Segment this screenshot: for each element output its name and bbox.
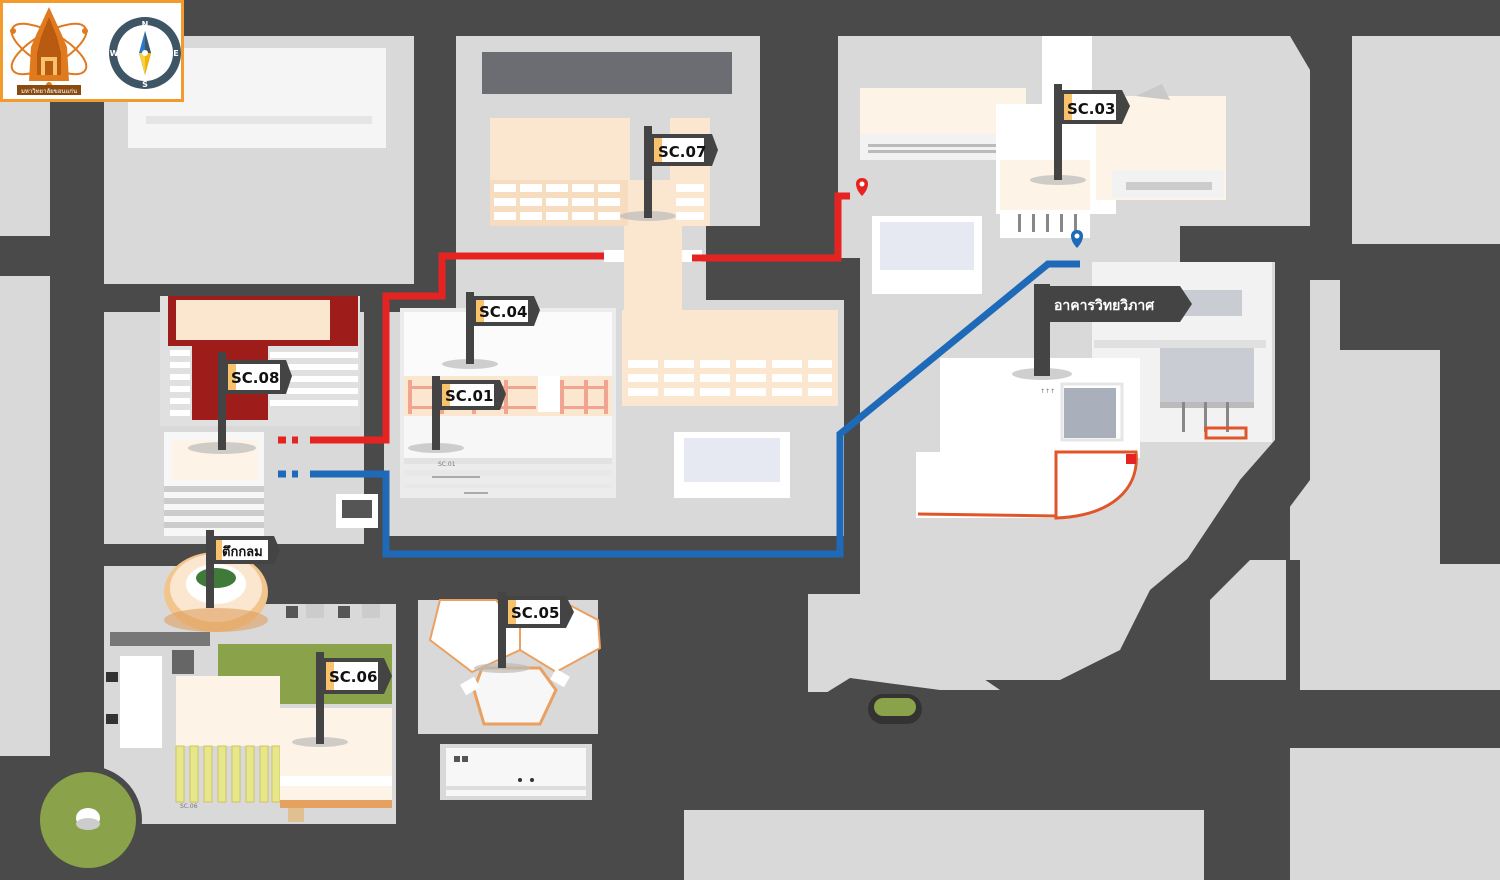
- flag-sc05-label: SC.05: [511, 604, 559, 622]
- road-southwest-horizontal: [104, 826, 684, 880]
- road-east-vertical: [1310, 0, 1352, 280]
- road-north-vertical-2: [760, 0, 838, 258]
- flag-sc05[interactable]: SC.05: [474, 592, 574, 673]
- road-north-vertical: [414, 0, 456, 312]
- road-southeast-vertical: [1204, 748, 1290, 880]
- compass-south: S: [142, 80, 148, 89]
- building-round[interactable]: [164, 552, 268, 632]
- road-center-vertical: [364, 312, 384, 544]
- benches: [286, 604, 380, 618]
- building-south-small[interactable]: [446, 748, 586, 796]
- flag-round-building-label: ตึกกลม: [222, 544, 263, 560]
- road-far-east-vertical: [1440, 244, 1500, 564]
- flag-sc06[interactable]: SC.06: [292, 652, 392, 747]
- building-small-white-center[interactable]: [674, 432, 790, 498]
- road-west-stub: [0, 236, 104, 276]
- flag-sc07-label: SC.07: [658, 143, 706, 161]
- block-far-east-bottom: [1290, 748, 1500, 880]
- block-west-top: [0, 86, 50, 236]
- road-south-stub: [598, 566, 808, 602]
- building-small-white-north[interactable]: [872, 216, 982, 294]
- route-red: [278, 192, 850, 444]
- flag-sc01-label: SC.01: [445, 387, 493, 405]
- logo-compass-panel: มหาวิทยาลัยขอนแก่น N S E W: [0, 0, 184, 102]
- flag-sc01[interactable]: SC.01: [408, 376, 506, 453]
- road-east-diagonal: [1160, 262, 1310, 692]
- red-location-marker[interactable]: [856, 178, 868, 196]
- university-name-plate: [17, 85, 81, 95]
- svg-text:↑↑↑: ↑↑↑: [1040, 388, 1055, 395]
- flag-sc03-label: SC.03: [1067, 100, 1115, 118]
- flag-sc03[interactable]: SC.03: [1030, 84, 1130, 185]
- building-sc03[interactable]: [860, 36, 1226, 238]
- road-south-horizontal: [598, 692, 1500, 748]
- road-south-vertical: [396, 566, 418, 880]
- sc06-sign-text: SC.06: [180, 803, 198, 810]
- compass-icon: N S E W: [109, 17, 181, 89]
- building-small-kiosk[interactable]: [336, 494, 378, 528]
- block-far-east-top: [1352, 36, 1500, 244]
- building-north-dark-roof[interactable]: [482, 52, 732, 94]
- oval-garden[interactable]: [868, 694, 922, 724]
- flag-sc06-label: SC.06: [329, 668, 377, 686]
- compass-north: N: [142, 20, 149, 29]
- logo-compass-graphic: มหาวิทยาลัยขอนแก่น N S E W: [10, 7, 181, 95]
- university-name: มหาวิทยาลัยขอนแก่น: [21, 88, 77, 95]
- flag-sc04-label: SC.04: [479, 303, 527, 321]
- flag-sc08-label: SC.08: [231, 369, 279, 387]
- flag-sc04[interactable]: SC.04: [442, 292, 540, 369]
- building-sc05[interactable]: [428, 598, 602, 726]
- compass-east: E: [173, 49, 178, 58]
- block-south-bottom: [684, 810, 1204, 880]
- roundabout[interactable]: [34, 766, 142, 874]
- route-blue: [278, 260, 1080, 558]
- road-west-vertical: [50, 86, 104, 880]
- flag-sc08[interactable]: SC.08: [188, 352, 292, 454]
- khon-kaen-university-seal-icon: [10, 7, 88, 88]
- sc01-sign-text: SC.01: [438, 461, 456, 468]
- road-east-lower: [1286, 560, 1300, 748]
- flag-round-building[interactable]: ตึกกลม: [206, 530, 280, 608]
- flag-wittayawiphat[interactable]: อาคารวิทยวิภาศ: [1012, 284, 1192, 380]
- flag-sc07[interactable]: SC.07: [620, 126, 718, 221]
- blue-location-marker[interactable]: [1071, 230, 1083, 248]
- block-west-mid: [0, 276, 50, 756]
- compass-west: W: [110, 49, 119, 58]
- flag-wittayawiphat-label: อาคารวิทยวิภาศ: [1054, 298, 1155, 314]
- block-south-east-lower: [808, 594, 1000, 704]
